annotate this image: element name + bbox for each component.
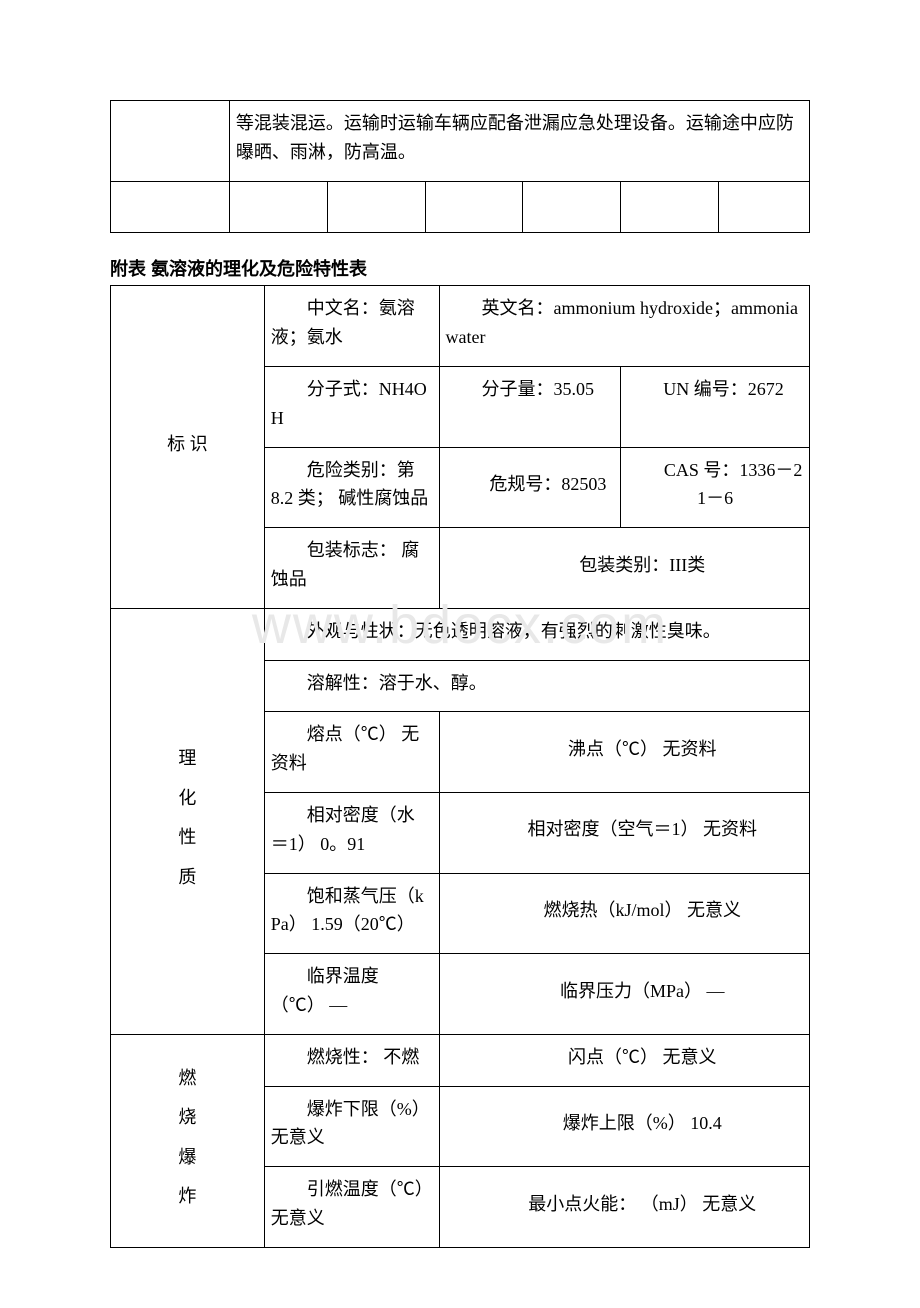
empty-cell — [621, 181, 719, 233]
cell-hazard-code: 危规号：82503 — [439, 447, 621, 528]
cell-ignition-temp: 引燃温度（℃）无意义 — [264, 1167, 439, 1248]
empty-cell — [229, 181, 327, 233]
cell-flash-point: 闪点（℃） 无意义 — [439, 1034, 809, 1086]
cell-un-number: UN 编号：2672 — [621, 366, 810, 447]
section-label-combustion: 燃烧爆炸 — [111, 1034, 265, 1247]
cell-mol-weight: 分子量：35.05 — [439, 366, 621, 447]
cell-english-name: 英文名：ammonium hydroxide；ammonia water — [439, 286, 809, 367]
cell-critical-temp: 临界温度（℃） — — [264, 954, 439, 1035]
cell-solubility: 溶解性：溶于水、醇。 — [264, 660, 809, 712]
cell-density-air: 相对密度（空气＝1） 无资料 — [439, 792, 809, 873]
empty-cell — [719, 181, 810, 233]
cell-density-water: 相对密度（水＝1） 0。91 — [264, 792, 439, 873]
cell-melting-point: 熔点（℃） 无资料 — [264, 712, 439, 793]
properties-table: 标 识 中文名：氨溶液；氨水 英文名：ammonium hydroxide；am… — [110, 285, 810, 1247]
cell-uel: 爆炸上限（%） 10.4 — [439, 1086, 809, 1167]
top-table-text: 等混装混运。运输时运输车辆应配备泄漏应急处理设备。运输途中应防曝晒、雨淋，防高温… — [229, 101, 809, 182]
empty-cell — [523, 181, 621, 233]
section-label-physchem: 理化性质 — [111, 608, 265, 1034]
section-heading: 附表 氨溶液的理化及危险特性表 — [110, 255, 810, 281]
cell-vapor-pressure: 饱和蒸气压（kPa） 1.59（20℃） — [264, 873, 439, 954]
section-label-identity: 标 识 — [111, 286, 265, 608]
cell-flammability: 燃烧性： 不燃 — [264, 1034, 439, 1086]
top-table: 等混装混运。运输时运输车辆应配备泄漏应急处理设备。运输途中应防曝晒、雨淋，防高温… — [110, 100, 810, 233]
empty-cell — [327, 181, 425, 233]
empty-cell — [111, 181, 230, 233]
cell-combustion-heat: 燃烧热（kJ/mol） 无意义 — [439, 873, 809, 954]
cell-cas-number: CAS 号：1336－21－6 — [621, 447, 810, 528]
cell-formula: 分子式：NH4OH — [264, 366, 439, 447]
cell-package-mark: 包装标志： 腐蚀品 — [264, 528, 439, 609]
top-table-label — [111, 101, 230, 182]
cell-package-class: 包装类别：III类 — [439, 528, 809, 609]
cell-chinese-name: 中文名：氨溶液；氨水 — [264, 286, 439, 367]
cell-min-ignition-energy: 最小点火能： （mJ） 无意义 — [439, 1167, 809, 1248]
cell-critical-pressure: 临界压力（MPa） — — [439, 954, 809, 1035]
cell-boiling-point: 沸点（℃） 无资料 — [439, 712, 809, 793]
cell-lel: 爆炸下限（%）无意义 — [264, 1086, 439, 1167]
cell-hazard-class: 危险类别：第 8.2 类； 碱性腐蚀品 — [264, 447, 439, 528]
cell-appearance: 外观与性状：无色透明溶液，有强烈的刺激性臭味。 — [264, 608, 809, 660]
empty-cell — [425, 181, 523, 233]
